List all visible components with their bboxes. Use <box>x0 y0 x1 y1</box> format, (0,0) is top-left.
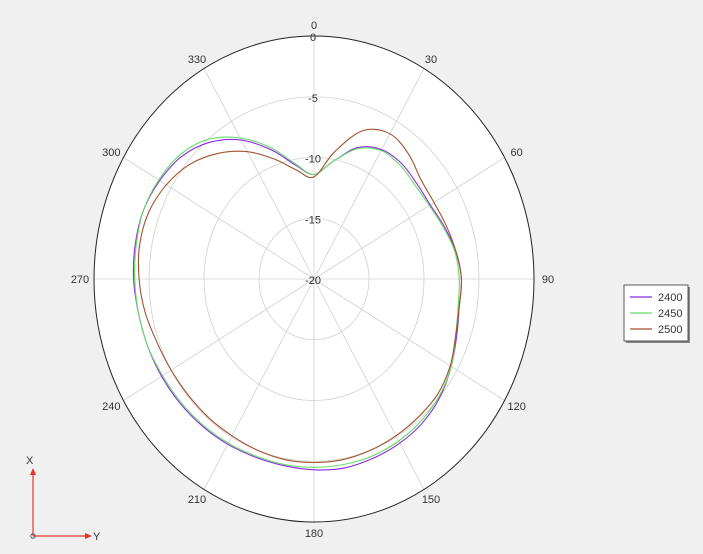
angle-tick-label: 210 <box>188 494 206 506</box>
grid-spoke <box>203 278 315 490</box>
angle-tick-label: 120 <box>507 401 525 413</box>
angle-tick-label: 90 <box>542 274 554 286</box>
legend-label: 2450 <box>658 308 682 320</box>
angle-tick-label: 0 <box>311 20 317 32</box>
legend: 2400 2450 2500 <box>623 284 690 343</box>
grid-spoke <box>313 278 505 401</box>
radial-tick-label: -5 <box>308 93 318 105</box>
angle-tick-label: 30 <box>425 54 437 66</box>
series-line-2400 <box>132 138 463 471</box>
origin-icon <box>30 533 36 539</box>
outer-ring <box>93 35 535 523</box>
grid-spoke <box>123 157 315 280</box>
angle-tick-label: 330 <box>188 54 206 66</box>
angle-tick-label: 300 <box>102 147 120 159</box>
grid-spoke <box>313 68 425 280</box>
y-axis-label: Y <box>93 531 101 543</box>
radial-tick-label: -10 <box>305 154 321 166</box>
x-axis-label: X <box>26 455 34 467</box>
legend-label: 2500 <box>658 324 682 336</box>
series-line-2450 <box>134 136 460 468</box>
angle-tick-label: 150 <box>422 494 440 506</box>
radial-tick-label: 0 <box>310 32 316 44</box>
grid-spoke <box>123 278 315 401</box>
legend-label: 2400 <box>658 292 682 304</box>
y-arrowhead-icon <box>85 533 92 539</box>
grid-spoke <box>203 68 315 280</box>
angle-tick-label: 180 <box>305 528 323 540</box>
series-line-2500 <box>137 128 463 464</box>
grid-spoke <box>313 278 425 490</box>
axes-orientation-icon: X Y <box>26 455 101 543</box>
grid-spoke <box>313 157 505 280</box>
plot-area: -20 -15 -10 -5 00 30 60 90 120 150 180 210 240 270 300… <box>71 20 554 540</box>
radial-tick-label: -15 <box>305 214 321 226</box>
angle-tick-label: 270 <box>71 274 89 286</box>
angle-tick-label: 60 <box>511 147 523 159</box>
angle-tick-label: 240 <box>102 401 120 413</box>
radial-tick-label: -20 <box>305 275 321 287</box>
x-arrowhead-icon <box>30 468 36 475</box>
